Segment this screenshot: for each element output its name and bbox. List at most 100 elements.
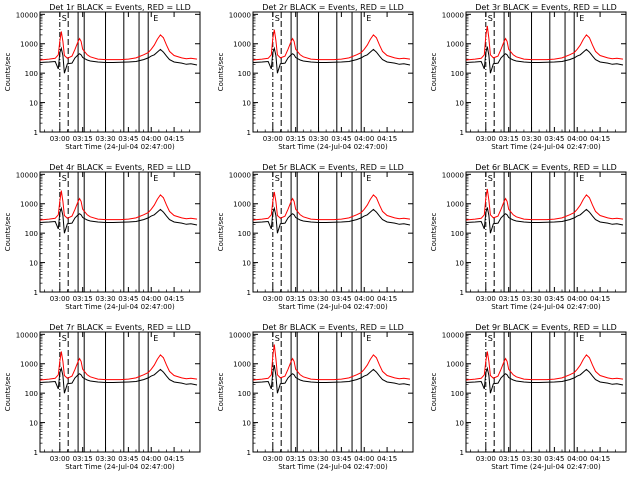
interval-label: S [275, 14, 280, 23]
x-tick-label: 04:15 [377, 295, 397, 303]
y-tick-label: 10 [29, 260, 38, 268]
y-tick-label: 1000 [20, 41, 38, 49]
lld-rate-line [252, 29, 411, 61]
plot-frame [252, 171, 414, 293]
x-tick-label: 03:15 [73, 455, 93, 463]
x-tick-label: 03:45 [544, 135, 564, 143]
detector-panel-1: Det 1r BLACK = Events, RED = LLD 1 10 100 10… [4, 3, 201, 151]
x-axis-label: Start Time (24-Jul-04 02:47:00) [278, 143, 388, 151]
x-tick-label: 03:00 [50, 455, 70, 463]
interval-label: S [275, 334, 280, 343]
x-tick-label: 04:15 [590, 455, 610, 463]
x-tick-label: 03:30 [95, 135, 115, 143]
x-tick-label: 04:15 [377, 135, 397, 143]
y-tick-label: 10000 [16, 11, 38, 19]
x-tick-label: 04:15 [164, 455, 184, 463]
y-axis-label: Counts/sec [217, 213, 225, 252]
x-tick-label: 03:00 [263, 135, 283, 143]
y-tick-label: 10 [29, 100, 38, 108]
y-tick-label: 100 [238, 390, 251, 398]
events-rate-line [252, 46, 411, 74]
detector-panel-4: Det 4r BLACK = Events, RED = LLD 1 10 100 10… [4, 163, 201, 311]
y-tick-label: 100 [25, 70, 38, 78]
x-tick-label: 03:30 [521, 455, 541, 463]
y-tick-label: 10000 [16, 171, 38, 179]
x-tick-label: 03:15 [499, 455, 519, 463]
y-axis-label: Counts/sec [430, 373, 438, 412]
y-axis-label: Counts/sec [217, 373, 225, 412]
x-tick-label: 03:30 [521, 135, 541, 143]
plot-frame [252, 11, 414, 133]
panel-title: Det 9r BLACK = Events, RED = LLD [475, 323, 617, 332]
lld-rate-line [465, 188, 624, 221]
x-tick-label: 03:00 [50, 135, 70, 143]
y-tick-label: 100 [451, 390, 464, 398]
x-tick-label: 03:00 [263, 455, 283, 463]
x-tick-label: 03:45 [331, 135, 351, 143]
x-tick-label: 04:00 [141, 295, 161, 303]
x-tick-label: 03:30 [95, 295, 115, 303]
x-tick-label: 03:00 [263, 295, 283, 303]
y-tick-label: 1000 [446, 361, 464, 369]
lld-rate-line [252, 344, 411, 381]
y-tick-label: 1 [247, 449, 251, 457]
y-tick-label: 10 [455, 100, 464, 108]
interval-label: S [488, 14, 493, 23]
events-rate-line [465, 207, 624, 234]
lld-rate-line [465, 25, 624, 61]
x-axis-label: Start Time (24-Jul-04 02:47:00) [491, 303, 601, 311]
x-tick-label: 03:00 [476, 135, 496, 143]
x-tick-label: 03:15 [73, 135, 93, 143]
detector-panel-7: Det 7r BLACK = Events, RED = LLD 1 10 100 10… [4, 323, 201, 471]
y-tick-label: 10 [455, 420, 464, 428]
lld-rate-line [39, 190, 198, 221]
x-tick-label: 04:15 [164, 135, 184, 143]
y-tick-label: 1 [247, 129, 251, 137]
x-tick-label: 04:00 [354, 295, 374, 303]
y-tick-label: 1000 [233, 41, 251, 49]
interval-label: E [579, 174, 584, 183]
lld-rate-line [39, 351, 198, 381]
detector-panel-6: Det 6r BLACK = Events, RED = LLD 1 10 100 10… [430, 163, 627, 311]
x-tick-label: 03:45 [118, 455, 138, 463]
x-tick-label: 04:00 [141, 455, 161, 463]
y-tick-label: 10 [242, 100, 251, 108]
y-tick-label: 1 [34, 449, 38, 457]
x-tick-label: 03:00 [50, 295, 70, 303]
interval-label: S [62, 14, 67, 23]
panel-title: Det 2r BLACK = Events, RED = LLD [262, 3, 404, 12]
y-tick-label: 10 [242, 420, 251, 428]
panel-title: Det 5r BLACK = Events, RED = LLD [262, 163, 404, 172]
panel-title: Det 6r BLACK = Events, RED = LLD [475, 163, 617, 172]
y-tick-label: 100 [25, 230, 38, 238]
x-tick-label: 03:45 [544, 455, 564, 463]
events-rate-line [39, 366, 198, 394]
y-tick-label: 1000 [446, 201, 464, 209]
x-tick-label: 03:00 [476, 295, 496, 303]
y-axis-label: Counts/sec [430, 53, 438, 92]
y-tick-label: 1000 [20, 201, 38, 209]
y-tick-label: 10000 [229, 331, 251, 339]
x-tick-label: 04:00 [567, 455, 587, 463]
y-tick-label: 100 [238, 70, 251, 78]
y-tick-label: 1 [460, 449, 464, 457]
y-tick-label: 100 [238, 230, 251, 238]
interval-label: E [366, 174, 371, 183]
x-tick-label: 03:15 [286, 455, 306, 463]
panel-title: Det 1r BLACK = Events, RED = LLD [49, 3, 191, 12]
y-tick-label: 10000 [229, 11, 251, 19]
plot-frame [39, 331, 201, 453]
plot-frame [39, 171, 201, 293]
y-axis-label: Counts/sec [4, 53, 12, 92]
x-tick-label: 03:00 [476, 455, 496, 463]
interval-label: E [153, 174, 158, 183]
x-axis-label: Start Time (24-Jul-04 02:47:00) [65, 303, 175, 311]
x-axis-label: Start Time (24-Jul-04 02:47:00) [278, 303, 388, 311]
x-tick-label: 03:15 [286, 295, 306, 303]
x-axis-label: Start Time (24-Jul-04 02:47:00) [491, 463, 601, 471]
x-tick-label: 03:45 [118, 135, 138, 143]
x-tick-label: 03:30 [308, 295, 328, 303]
detector-panel-5: Det 5r BLACK = Events, RED = LLD 1 10 100 10… [217, 163, 414, 311]
lld-rate-line [465, 351, 624, 381]
y-tick-label: 1000 [233, 361, 251, 369]
